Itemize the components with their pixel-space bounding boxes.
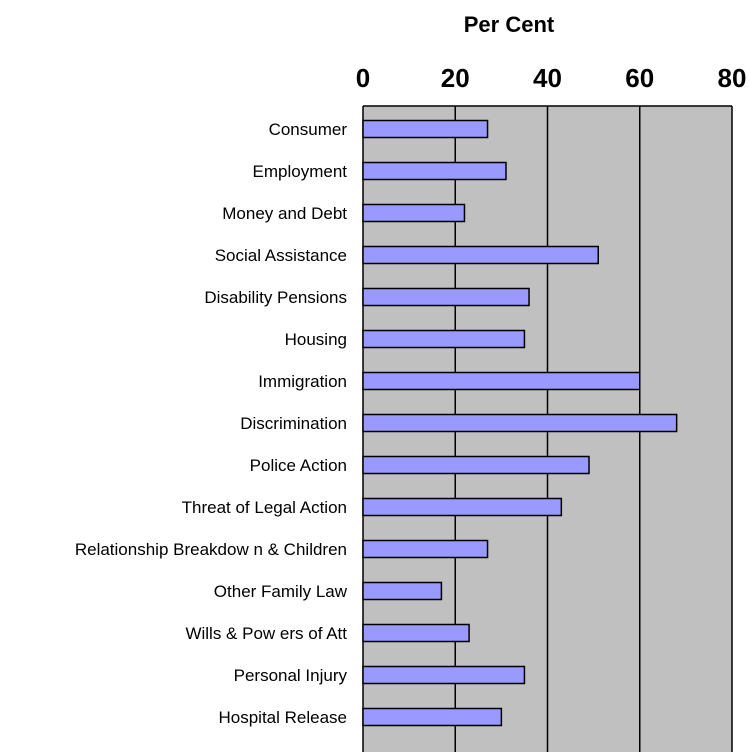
- category-label-11: Other Family Law: [214, 582, 348, 601]
- bars: [362, 119, 678, 727]
- tick-label-60: 60: [625, 63, 654, 93]
- tick-label-0: 0: [356, 63, 370, 93]
- category-label-9: Threat of Legal Action: [182, 498, 347, 517]
- category-label-0: Consumer: [269, 120, 348, 139]
- bar-9: [362, 497, 563, 517]
- category-label-12: Wills & Pow ers of Att: [185, 624, 347, 643]
- category-label-1: Employment: [253, 162, 348, 181]
- bar-3: [362, 245, 599, 265]
- bar-13: [362, 665, 526, 685]
- category-labels: Consumer Employment Money and Debt Social A…: [75, 120, 348, 727]
- bar-12: [362, 623, 470, 643]
- bar-1: [362, 161, 507, 181]
- tick-label-20: 20: [441, 63, 470, 93]
- bar-4: [362, 287, 530, 307]
- category-label-13: Personal Injury: [234, 666, 348, 685]
- category-label-3: Social Assistance: [215, 246, 347, 265]
- bar-7: [362, 413, 678, 433]
- bar-6: [362, 371, 641, 391]
- bar-2: [362, 203, 466, 223]
- bar-11: [362, 581, 443, 601]
- tick-label-40: 40: [533, 63, 562, 93]
- category-label-14: Hospital Release: [218, 708, 347, 727]
- category-label-10: Relationship Breakdow n & Children: [75, 540, 347, 559]
- category-label-2: Money and Debt: [222, 204, 347, 223]
- bar-8: [362, 455, 590, 475]
- tick-label-80: 80: [718, 63, 747, 93]
- category-label-5: Housing: [285, 330, 347, 349]
- bar-10: [362, 539, 489, 559]
- category-label-6: Immigration: [258, 372, 347, 391]
- axis-title: Per Cent: [464, 12, 555, 37]
- bar-14: [362, 707, 503, 727]
- bar-5: [362, 329, 526, 349]
- tick-labels: 0 20 40 60 80: [356, 63, 747, 93]
- category-label-8: Police Action: [250, 456, 347, 475]
- category-label-4: Disability Pensions: [204, 288, 347, 307]
- category-label-7: Discrimination: [240, 414, 347, 433]
- bar-0: [362, 119, 489, 139]
